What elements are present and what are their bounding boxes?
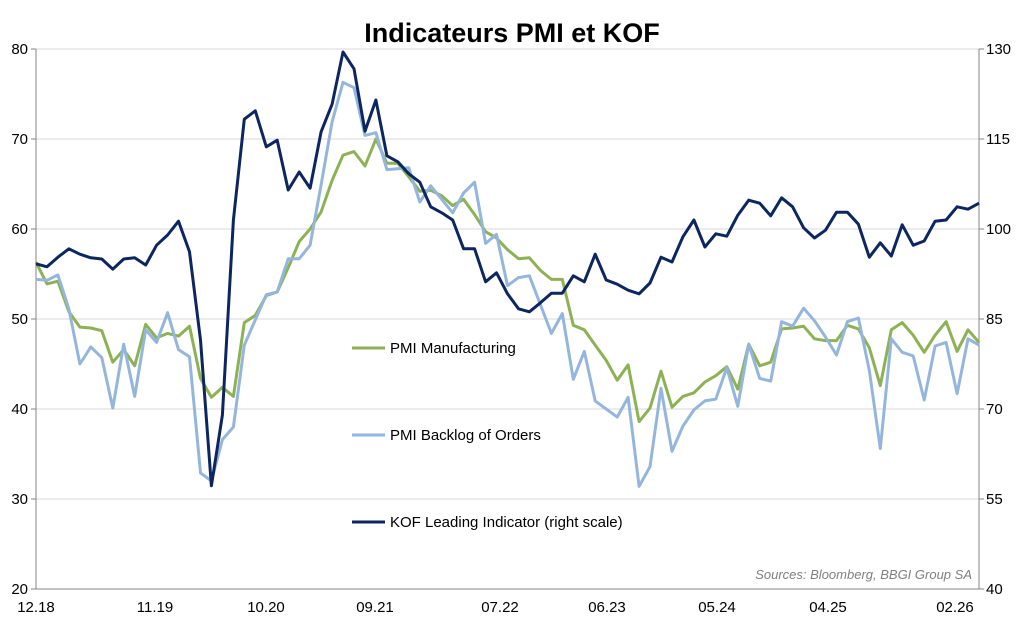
- right-tick-label: 85: [986, 311, 1003, 328]
- series-line-pmi-backlog-of-orders: [35, 80, 980, 488]
- left-tick-label: 80: [11, 41, 28, 58]
- left-tick-label: 50: [11, 311, 28, 328]
- x-tick-label: 09.21: [356, 599, 394, 616]
- right-tick-label: 130: [986, 41, 1011, 58]
- left-tick-label: 20: [11, 581, 28, 598]
- series-line-pmi-manufacturing: [34, 137, 981, 424]
- x-tick-label: 02.26: [936, 599, 974, 616]
- right-tick-label: 70: [986, 401, 1003, 418]
- legend-label-kof: KOF Leading Indicator (right scale): [390, 514, 623, 531]
- x-tick-label: 10.20: [247, 599, 285, 616]
- x-tick-label: 07.22: [481, 599, 519, 616]
- x-tick-label: 05.24: [698, 599, 736, 616]
- gridlines: [36, 48, 979, 590]
- x-tick-label: 04.25: [809, 599, 847, 616]
- axes: 20 30 40 50 60 70 80 40 55 70 85 100 115 130 12.18 11.1…: [11, 41, 1011, 616]
- right-tick-label: 55: [986, 491, 1003, 508]
- legend-label-pmi-manufacturing: PMI Manufacturing: [390, 340, 516, 357]
- x-tick-label: 12.18: [17, 599, 55, 616]
- series-line-kof-leading-indicator-right-scale-: [35, 50, 980, 488]
- x-tick-label: 11.19: [137, 599, 173, 616]
- chart-title: Indicateurs PMI et KOF: [364, 18, 660, 48]
- legend: PMI Manufacturing PMI Backlog of Orders …: [352, 340, 623, 531]
- series-lines: [34, 50, 981, 488]
- left-tick-label: 60: [11, 221, 28, 238]
- legend-label-pmi-backlog: PMI Backlog of Orders: [390, 427, 541, 444]
- right-tick-label: 40: [986, 581, 1003, 598]
- left-tick-label: 40: [11, 401, 28, 418]
- left-tick-label: 30: [11, 491, 28, 508]
- x-tick-label: 06.23: [588, 599, 626, 616]
- left-tick-label: 70: [11, 131, 28, 148]
- source-note: Sources: Bloomberg, BBGI Group SA: [755, 567, 972, 582]
- right-tick-label: 115: [986, 131, 1010, 148]
- right-tick-label: 100: [986, 221, 1011, 238]
